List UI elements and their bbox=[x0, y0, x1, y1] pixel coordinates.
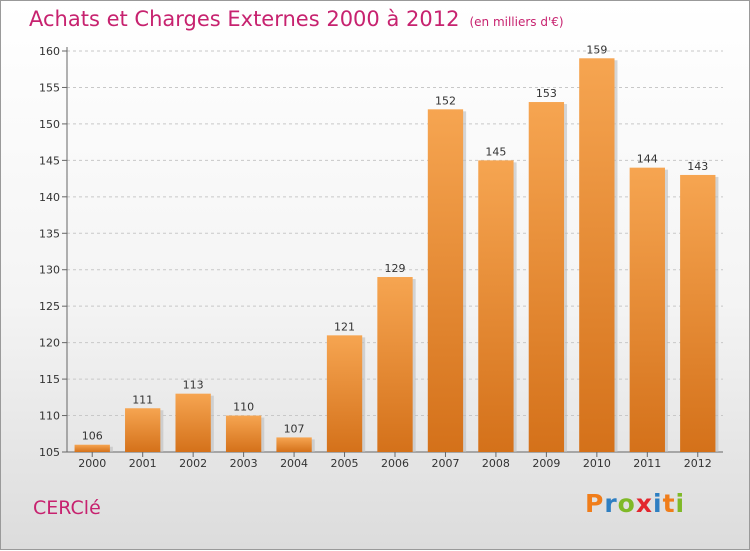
y-tick-label: 120 bbox=[39, 337, 60, 350]
bar-value-label: 145 bbox=[485, 145, 506, 158]
y-tick-label: 140 bbox=[39, 191, 60, 204]
bar-value-label: 143 bbox=[687, 160, 708, 173]
bar bbox=[377, 277, 413, 452]
bar bbox=[680, 174, 716, 453]
bar-value-label: 159 bbox=[586, 43, 607, 56]
chart-title: Achats et Charges Externes 2000 à 2012 (e… bbox=[29, 7, 564, 31]
y-tick-label: 160 bbox=[39, 45, 60, 58]
bar bbox=[276, 437, 312, 452]
bar-value-label: 113 bbox=[183, 379, 204, 392]
x-tick-label: 2007 bbox=[431, 457, 459, 470]
bar bbox=[74, 444, 110, 452]
bar-value-label: 111 bbox=[132, 393, 153, 406]
bar-value-label: 152 bbox=[435, 94, 456, 107]
commune-name: CERClé bbox=[33, 497, 101, 519]
x-tick-label: 2000 bbox=[78, 457, 106, 470]
x-tick-label: 2011 bbox=[633, 457, 661, 470]
bar-value-label: 129 bbox=[385, 262, 406, 275]
y-tick-label: 130 bbox=[39, 264, 60, 277]
bar bbox=[125, 408, 161, 452]
x-tick-label: 2009 bbox=[532, 457, 560, 470]
bar-value-label: 106 bbox=[82, 430, 103, 443]
x-tick-label: 2006 bbox=[381, 457, 409, 470]
y-tick-label: 150 bbox=[39, 118, 60, 131]
y-tick-label: 115 bbox=[39, 373, 60, 386]
bar bbox=[175, 393, 211, 452]
bar-value-label: 107 bbox=[284, 422, 305, 435]
y-tick-label: 135 bbox=[39, 227, 60, 240]
bar bbox=[326, 335, 363, 452]
y-tick-label: 105 bbox=[39, 446, 60, 459]
x-tick-label: 2010 bbox=[583, 457, 611, 470]
logo-letter: r bbox=[604, 489, 618, 518]
bar bbox=[579, 58, 615, 453]
logo-letter: x bbox=[635, 489, 653, 518]
logo-letter: i bbox=[653, 489, 663, 518]
logo-letter: o bbox=[617, 489, 636, 518]
logo-letter: P bbox=[585, 489, 605, 518]
y-tick-label: 155 bbox=[39, 81, 60, 94]
bar-value-label: 121 bbox=[334, 320, 355, 333]
chart-subtitle: (en milliers d'€) bbox=[469, 15, 564, 29]
x-tick-label: 2005 bbox=[331, 457, 359, 470]
chart-title-text: Achats et Charges Externes 2000 à 2012 bbox=[29, 7, 460, 31]
bar bbox=[427, 109, 464, 452]
x-tick-label: 2008 bbox=[482, 457, 510, 470]
labels: 106 2000 111 2001 113 2002 110 2003 107 2004 121 20… bbox=[78, 43, 712, 470]
x-tick-label: 2001 bbox=[129, 457, 157, 470]
proxiti-logo: Proxiti bbox=[585, 489, 685, 518]
x-tick-label: 2002 bbox=[179, 457, 207, 470]
y-tick-label: 110 bbox=[39, 410, 60, 423]
bar bbox=[528, 102, 565, 452]
bar bbox=[629, 167, 665, 452]
x-tick-label: 2012 bbox=[684, 457, 712, 470]
bar-value-label: 144 bbox=[637, 153, 658, 166]
logo-letter: i bbox=[675, 489, 686, 518]
logo-letter: t bbox=[662, 489, 676, 518]
x-tick-label: 2004 bbox=[280, 457, 308, 470]
bar bbox=[225, 415, 262, 452]
bars bbox=[74, 58, 719, 453]
y-tick-label: 145 bbox=[39, 154, 60, 167]
bar bbox=[478, 160, 514, 452]
y-tick-label: 125 bbox=[39, 300, 60, 313]
bar-value-label: 153 bbox=[536, 87, 557, 100]
x-tick-label: 2003 bbox=[230, 457, 258, 470]
bar-value-label: 110 bbox=[233, 401, 254, 414]
